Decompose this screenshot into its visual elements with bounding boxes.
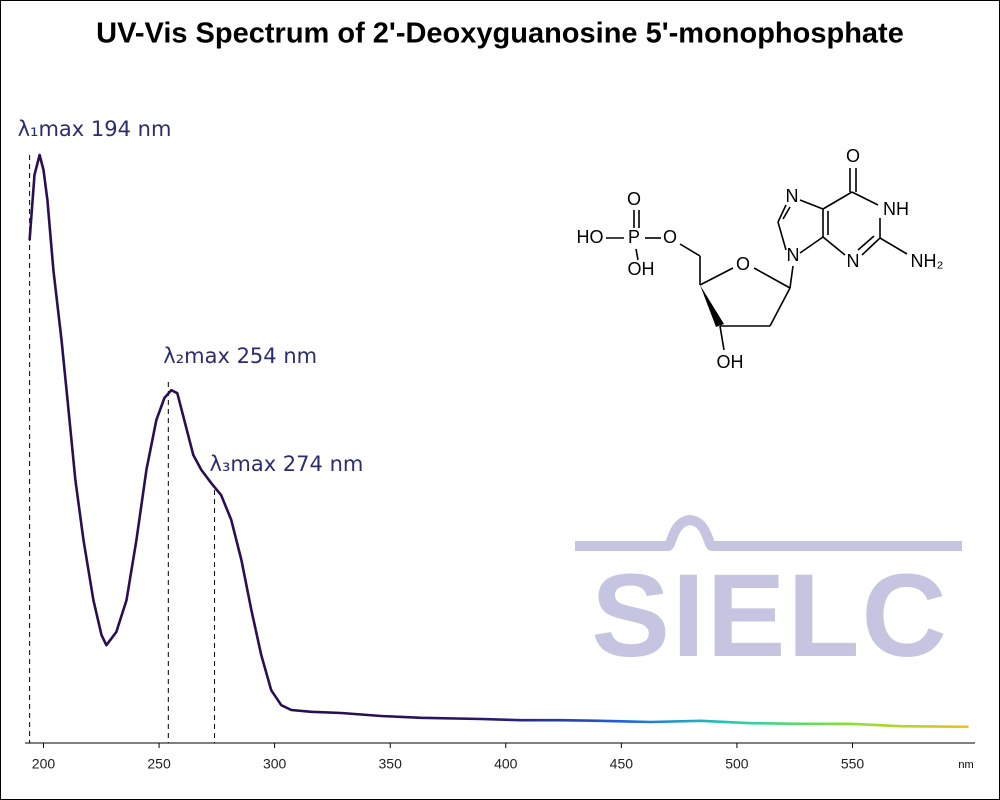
x-axis-label: nm	[958, 759, 973, 771]
x-tick-label: 350	[379, 756, 403, 772]
x-tick-label: 250	[147, 756, 171, 772]
peak-label: λ₂max 254 nm	[163, 344, 317, 368]
x-tick-label: 500	[725, 756, 749, 772]
atom-label: HO	[577, 227, 604, 247]
spectrum-line	[28, 153, 969, 729]
x-tick-label: 300	[263, 756, 287, 772]
chart-title: UV-Vis Spectrum of 2'-Deoxyguanosine 5'-…	[96, 18, 904, 50]
watermark: SIELC	[575, 514, 962, 682]
atom-label: N	[847, 251, 860, 271]
watermark-text: SIELC	[591, 550, 949, 682]
atom-label: N	[787, 245, 800, 265]
atom-label: O	[846, 146, 860, 166]
atom-label: NH	[883, 199, 909, 219]
x-tick-label: 200	[32, 756, 56, 772]
x-tick-label: 400	[494, 756, 518, 772]
atom-label: P	[628, 227, 640, 247]
peak-label: λ₃max 274 nm	[210, 452, 364, 476]
x-tick-label: 450	[610, 756, 634, 772]
atom-label: OH	[628, 259, 655, 279]
x-tick-label: 550	[841, 756, 865, 772]
atom-label: OH	[717, 352, 744, 372]
atom-label: O	[663, 227, 677, 247]
atom-label: NH₂	[911, 251, 944, 271]
peak-label: λ₁max 194 nm	[18, 117, 172, 141]
atom-label: N	[786, 186, 799, 206]
atom-label: O	[627, 189, 641, 209]
atom-label: O	[736, 254, 750, 274]
